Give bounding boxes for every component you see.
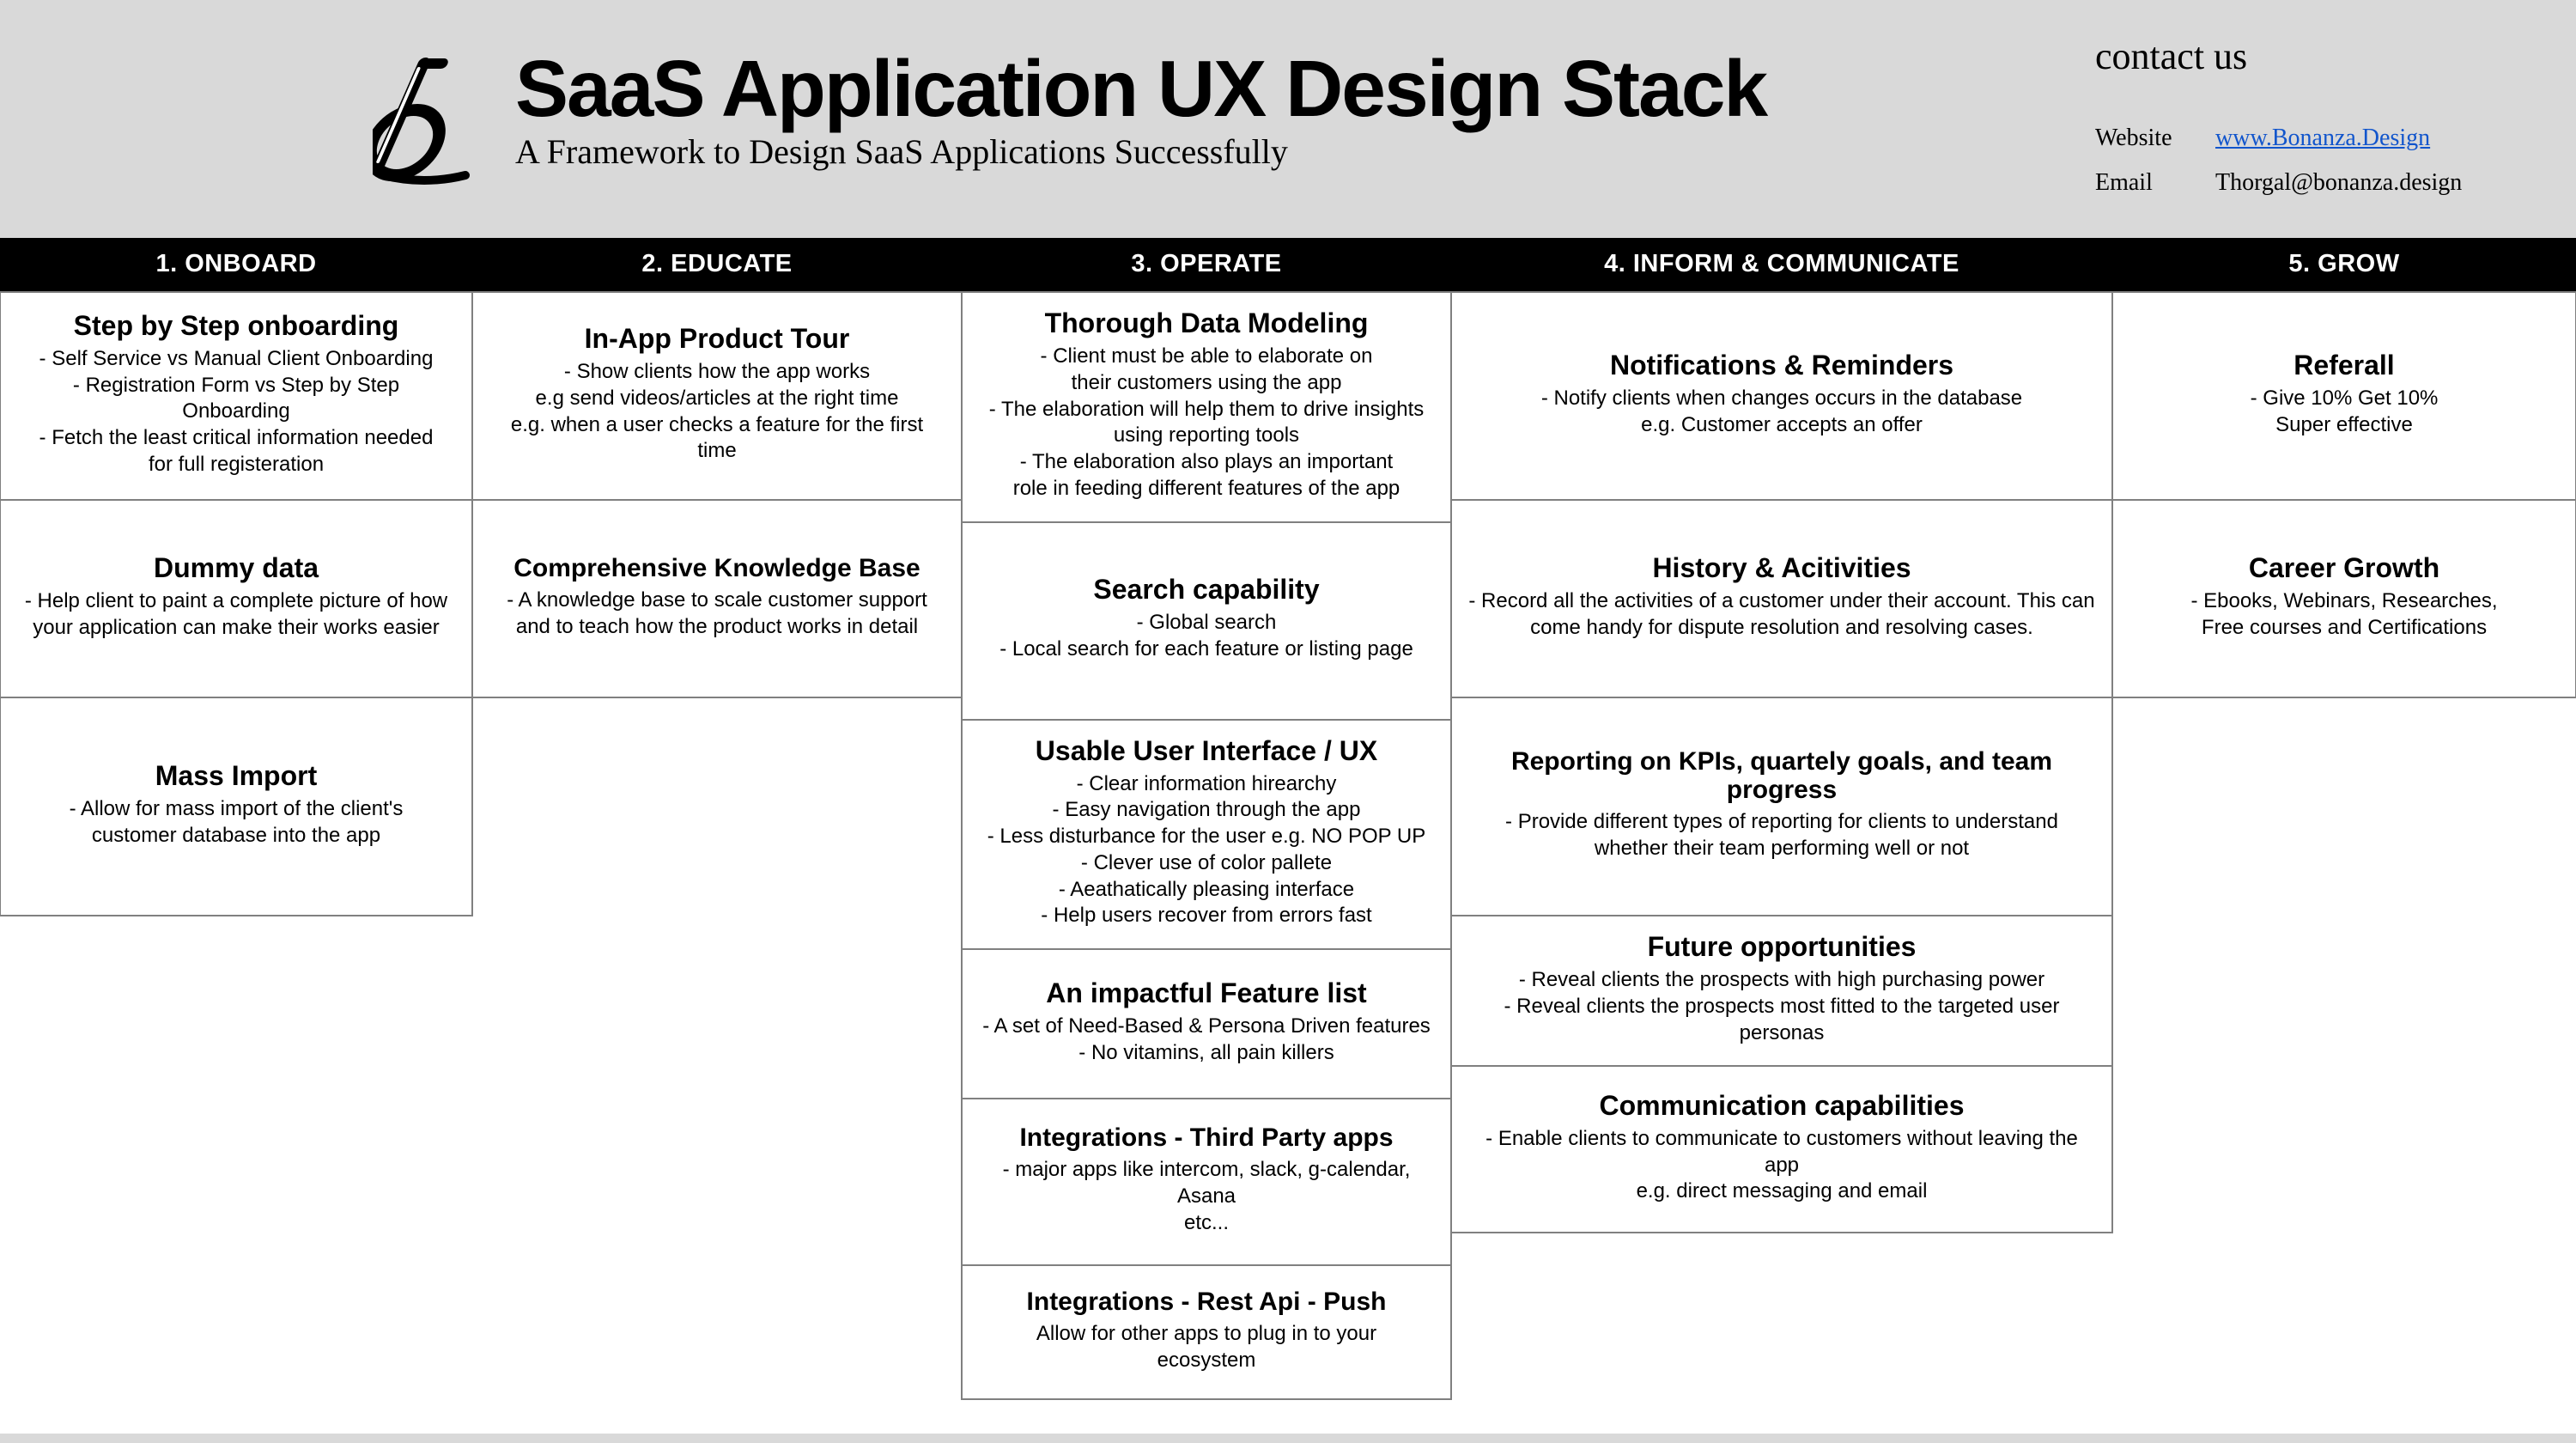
col-inform: Notifications & Reminders - Notify clien… xyxy=(1451,292,2112,1399)
card-title: Integrations - Rest Api - Push xyxy=(978,1288,1435,1316)
card-body: - Clear information hirearchy- Easy navi… xyxy=(978,771,1435,929)
card-title: Comprehensive Knowledge Base xyxy=(489,554,945,582)
columns-header-bar: 1. ONBOARD 2. EDUCATE 3. OPERATE 4. INFO… xyxy=(0,238,2576,292)
card-title: An impactful Feature list xyxy=(978,978,1435,1008)
card-onboard-mass-import: Mass Import - Allow for mass import of t… xyxy=(0,697,473,916)
card-inform-notifications: Notifications & Reminders - Notify clien… xyxy=(1450,291,2113,501)
card-body: - Provide different types of reporting f… xyxy=(1467,809,2096,862)
card-operate-usable-ui: Usable User Interface / UX - Clear infor… xyxy=(961,719,1452,951)
col-grow: Referall - Give 10% Get 10%Super effecti… xyxy=(2112,292,2576,1399)
card-title: Dummy data xyxy=(16,553,456,583)
col-head-onboard: 1. ONBOARD xyxy=(0,238,472,292)
card-title: Mass Import xyxy=(16,761,456,791)
card-title: Search capability xyxy=(978,575,1435,605)
contact-row-website: Website www.Bonanza.Design xyxy=(2095,125,2533,152)
card-grid: Step by Step onboarding - Self Service v… xyxy=(0,292,2576,1399)
card-body: - Help client to paint a complete pictur… xyxy=(16,588,456,641)
card-body: - Record all the activities of a custome… xyxy=(1467,588,2096,641)
card-body: - A knowledge base to scale customer sup… xyxy=(489,588,945,640)
card-body: - A set of Need-Based & Persona Driven f… xyxy=(978,1014,1435,1066)
brand-logo-icon xyxy=(373,57,476,190)
card-title: Future opportunities xyxy=(1467,932,2096,962)
col-head-grow: 5. GROW xyxy=(2112,238,2576,292)
card-onboard-dummy-data: Dummy data - Help client to paint a comp… xyxy=(0,499,473,698)
card-educate-product-tour: In-App Product Tour - Show clients how t… xyxy=(471,291,963,501)
contact-block: contact us Website www.Bonanza.Design Em… xyxy=(2095,26,2542,214)
card-title: Notifications & Reminders xyxy=(1467,350,2096,381)
header: SaaS Application UX Design Stack A Frame… xyxy=(0,0,2576,238)
card-title: Career Growth xyxy=(2129,553,2560,583)
card-body: - Reveal clients the prospects with high… xyxy=(1467,967,2096,1046)
col-operate: Thorough Data Modeling - Client must be … xyxy=(962,292,1451,1399)
card-operate-search: Search capability - Global search- Local… xyxy=(961,521,1452,721)
card-body: - Notify clients when changes occurs in … xyxy=(1467,386,2096,438)
card-inform-reporting: Reporting on KPIs, quartely goals, and t… xyxy=(1450,697,2113,916)
card-title: History & Acitivities xyxy=(1467,553,2096,583)
grid-footer-spacer xyxy=(0,1399,2576,1434)
card-body: Allow for other apps to plug in to youre… xyxy=(978,1321,1435,1373)
card-body: - Ebooks, Webinars, Researches,Free cour… xyxy=(2129,588,2560,641)
card-title: Reporting on KPIs, quartely goals, and t… xyxy=(1467,747,2096,804)
col-head-inform: 4. INFORM & COMMUNICATE xyxy=(1451,238,2112,292)
contact-email-value: Thorgal@bonanza.design xyxy=(2215,169,2462,197)
col-head-operate: 3. OPERATE xyxy=(962,238,1451,292)
card-inform-communication: Communication capabilities - Enable clie… xyxy=(1450,1065,2113,1233)
card-body: - Self Service vs Manual Client Onboardi… xyxy=(16,346,456,478)
card-body: - Enable clients to communicate to custo… xyxy=(1467,1126,2096,1205)
card-title: Step by Step onboarding xyxy=(16,311,456,341)
contact-row-email: Email Thorgal@bonanza.design xyxy=(2095,169,2533,197)
card-operate-feature-list: An impactful Feature list - A set of Nee… xyxy=(961,948,1452,1099)
contact-website-link[interactable]: www.Bonanza.Design xyxy=(2215,125,2430,152)
contact-website-label: Website xyxy=(2095,125,2215,152)
card-operate-data-modeling: Thorough Data Modeling - Client must be … xyxy=(961,291,1452,523)
page-subtitle: A Framework to Design SaaS Applications … xyxy=(515,131,2095,172)
card-title: Communication capabilities xyxy=(1467,1091,2096,1121)
card-educate-knowledge-base: Comprehensive Knowledge Base - A knowled… xyxy=(471,499,963,698)
card-inform-history: History & Acitivities - Record all the a… xyxy=(1450,499,2113,698)
card-title: Thorough Data Modeling xyxy=(978,308,1435,338)
contact-email-label: Email xyxy=(2095,169,2215,197)
card-title: In-App Product Tour xyxy=(489,324,945,354)
card-grow-career: Career Growth - Ebooks, Webinars, Resear… xyxy=(2111,499,2576,698)
contact-heading: contact us xyxy=(2095,34,2533,78)
card-grow-referral: Referall - Give 10% Get 10%Super effecti… xyxy=(2111,291,2576,501)
card-body: - major apps like intercom, slack, g-cal… xyxy=(978,1157,1435,1236)
card-title: Integrations - Third Party apps xyxy=(978,1123,1435,1152)
card-operate-integrations-3p: Integrations - Third Party apps - major … xyxy=(961,1098,1452,1266)
card-onboard-step-by-step: Step by Step onboarding - Self Service v… xyxy=(0,291,473,501)
col-educate: In-App Product Tour - Show clients how t… xyxy=(472,292,962,1399)
card-body: - Show clients how the app workse.g send… xyxy=(489,359,945,465)
card-operate-integrations-api: Integrations - Rest Api - Push Allow for… xyxy=(961,1264,1452,1400)
card-body: - Allow for mass import of the client'sc… xyxy=(16,796,456,849)
col-head-educate: 2. EDUCATE xyxy=(472,238,962,292)
logo-block xyxy=(34,26,515,190)
card-title: Usable User Interface / UX xyxy=(978,736,1435,766)
page-title: SaaS Application UX Design Stack xyxy=(515,48,2095,130)
title-block: SaaS Application UX Design Stack A Frame… xyxy=(515,26,2095,172)
card-body: - Client must be able to elaborate onthe… xyxy=(978,344,1435,502)
card-inform-future-opps: Future opportunities - Reveal clients th… xyxy=(1450,915,2113,1067)
col-onboard: Step by Step onboarding - Self Service v… xyxy=(0,292,472,1399)
card-body: - Global search- Local search for each f… xyxy=(978,610,1435,662)
card-title: Referall xyxy=(2129,350,2560,381)
card-body: - Give 10% Get 10%Super effective xyxy=(2129,386,2560,438)
